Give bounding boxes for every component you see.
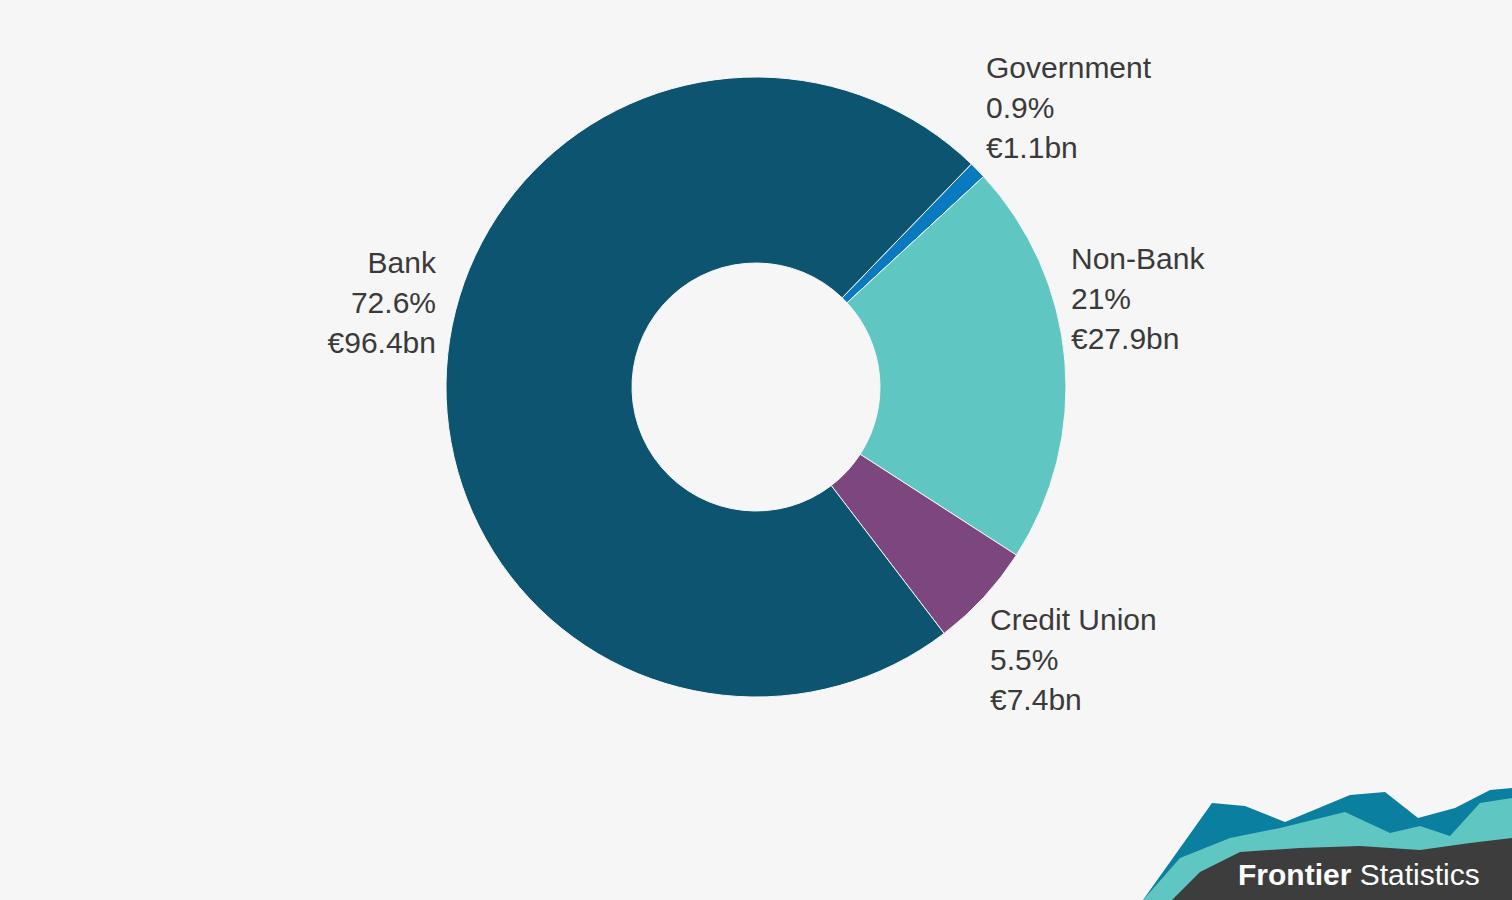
- svg-text:Credit Union: Credit Union: [990, 603, 1157, 636]
- svg-text:€96.4bn: €96.4bn: [328, 326, 436, 359]
- svg-text:Frontier Statistics: Frontier Statistics: [1238, 858, 1480, 891]
- svg-text:€27.9bn: €27.9bn: [1071, 322, 1179, 355]
- svg-text:Bank: Bank: [368, 246, 437, 279]
- svg-text:0.9%: 0.9%: [986, 91, 1054, 124]
- svg-text:€1.1bn: €1.1bn: [986, 131, 1078, 164]
- svg-text:Government: Government: [986, 51, 1152, 84]
- svg-text:72.6%: 72.6%: [351, 286, 436, 319]
- svg-text:Non-Bank: Non-Bank: [1071, 242, 1205, 275]
- svg-text:21%: 21%: [1071, 282, 1131, 315]
- svg-text:€7.4bn: €7.4bn: [990, 683, 1082, 716]
- svg-text:5.5%: 5.5%: [990, 643, 1058, 676]
